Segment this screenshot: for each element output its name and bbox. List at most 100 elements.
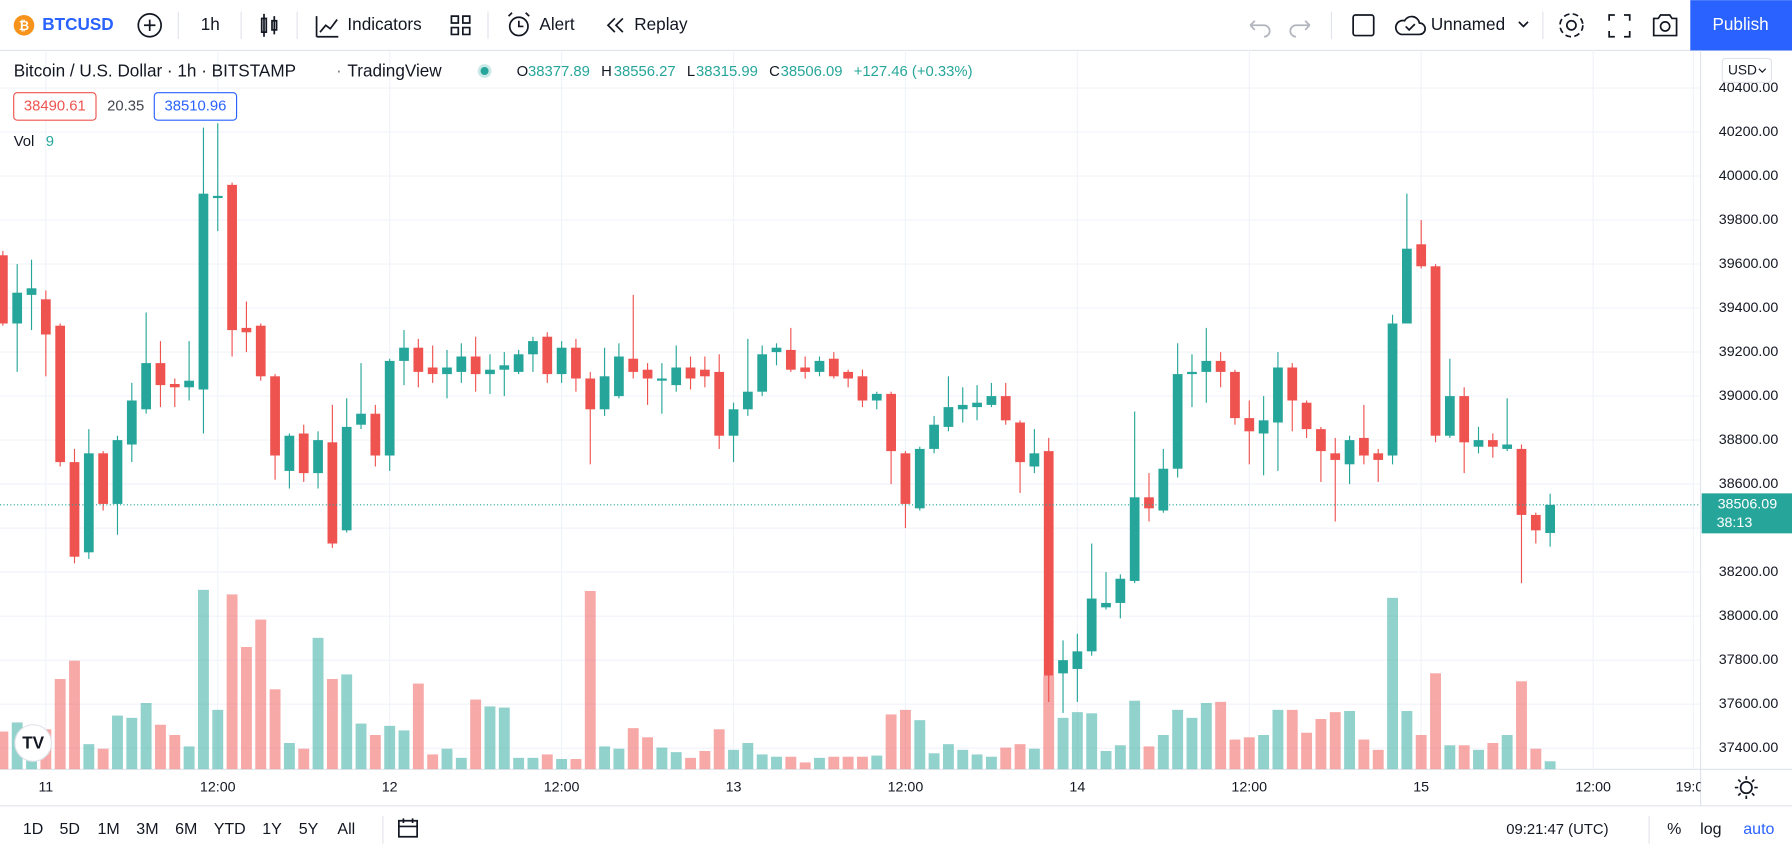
indicators-button[interactable]: Indicators	[347, 14, 421, 34]
volume-bar	[670, 752, 682, 770]
volume-bar	[627, 728, 639, 770]
candle-body	[399, 347, 409, 361]
legend-dot: ·	[336, 61, 342, 81]
layout-button[interactable]	[1352, 14, 1375, 37]
volume-bar	[1100, 751, 1112, 770]
candle-body	[356, 413, 366, 425]
volume-bar	[713, 729, 725, 770]
templates-button[interactable]	[450, 15, 471, 36]
symbol-button[interactable]: BTCUSD	[42, 14, 113, 34]
buy-box[interactable]	[153, 92, 238, 121]
volume-bar	[0, 731, 9, 770]
range-button[interactable]: 1Y	[262, 821, 282, 838]
volume-bar	[384, 725, 396, 770]
candle-body	[871, 393, 882, 401]
publish-button-bg[interactable]	[1690, 0, 1792, 51]
candle-body	[1344, 440, 1355, 465]
volume-bar	[126, 717, 138, 770]
volume-label: Vol	[14, 134, 35, 150]
volume-bar	[455, 757, 467, 770]
candle-body	[1000, 396, 1011, 421]
publish-button[interactable]: Publish	[1712, 14, 1768, 34]
volume-bar	[1315, 719, 1327, 770]
candle-body	[155, 363, 166, 386]
volume-bar	[1200, 703, 1212, 770]
y-tick-label: 37400.00	[1719, 740, 1779, 756]
candle-body	[728, 409, 739, 436]
y-tick-label: 38800.00	[1719, 432, 1779, 448]
bid-price[interactable]: 38490.61	[24, 98, 86, 114]
close-label: C	[769, 64, 780, 80]
tv-logo[interactable]	[14, 724, 52, 762]
volume-bar	[971, 754, 983, 770]
volume-bar	[1000, 747, 1012, 770]
clock: 09:21:47 (UTC)	[1506, 822, 1608, 838]
volume-bar	[470, 699, 482, 770]
replay-button[interactable]: Replay	[634, 14, 688, 34]
volume-bar	[1186, 717, 1198, 770]
axis-settings[interactable]	[1739, 780, 1753, 795]
candle-body	[986, 396, 997, 405]
candle-body	[657, 378, 667, 381]
auto-button[interactable]: auto	[1743, 821, 1774, 838]
undo-button[interactable]	[1249, 20, 1271, 38]
y-tick-label: 38600.00	[1719, 476, 1779, 492]
range-button[interactable]: 5Y	[299, 821, 319, 838]
candle-body	[828, 358, 839, 377]
candle-body	[757, 354, 768, 392]
range-button[interactable]: All	[337, 821, 355, 838]
candle-body	[1187, 371, 1197, 375]
snapshot-button[interactable]	[1652, 14, 1678, 37]
candle-body	[1215, 360, 1226, 372]
ask-price[interactable]: 38510.96	[164, 98, 226, 114]
volume-bar	[112, 715, 123, 770]
volume-bar	[441, 748, 453, 770]
candle-body	[843, 371, 854, 379]
fullscreen-button[interactable]	[1608, 14, 1631, 38]
alert-button[interactable]: Alert	[539, 14, 574, 34]
candle-body	[313, 440, 323, 474]
volume-bar	[484, 706, 496, 770]
compare-button[interactable]	[137, 13, 162, 38]
settings-gear	[1559, 13, 1584, 38]
layout-name-button[interactable]: Unnamed	[1431, 14, 1505, 34]
candle-body	[943, 407, 954, 427]
range-button[interactable]: 3M	[136, 821, 158, 838]
volume-bar	[1286, 709, 1298, 770]
volume-bar	[1301, 732, 1313, 770]
volume-bar	[1243, 737, 1255, 770]
candle-body	[742, 391, 753, 410]
candle-body	[255, 325, 266, 377]
settings-button[interactable]	[1566, 19, 1577, 31]
volume-bar	[785, 756, 797, 770]
log-button[interactable]: log	[1700, 821, 1721, 838]
range-button[interactable]: YTD	[214, 821, 246, 838]
candle-body	[814, 360, 825, 372]
volume-bar	[1473, 749, 1484, 770]
x-tick-label: 11	[38, 779, 53, 795]
x-tick-label: 13	[726, 779, 742, 795]
goto-date-button[interactable]	[398, 818, 418, 838]
volume-bar	[183, 746, 195, 770]
range-button[interactable]: 1D	[23, 821, 43, 838]
sell-box[interactable]	[13, 92, 97, 121]
range-button[interactable]: 1M	[97, 821, 119, 838]
candle-body	[1459, 396, 1470, 443]
candle-body	[972, 402, 982, 408]
candle-body	[1301, 402, 1312, 430]
chart-type-button[interactable]	[260, 13, 278, 37]
volume-bar	[1415, 735, 1427, 770]
currency-button[interactable]	[1721, 57, 1772, 83]
currency[interactable]: USD	[1728, 63, 1757, 78]
interval-button[interactable]: 1h	[201, 14, 220, 34]
volume-bar	[1344, 711, 1356, 770]
volume-bar	[1487, 743, 1499, 770]
range-button[interactable]: 5D	[59, 821, 79, 838]
candle-body	[1230, 371, 1240, 419]
percent-button[interactable]: %	[1667, 821, 1681, 838]
volume-bar	[1129, 700, 1141, 770]
volume-bar	[412, 683, 424, 770]
range-button[interactable]: 6M	[175, 821, 197, 838]
redo-button[interactable]	[1289, 20, 1311, 38]
candle-body	[1444, 396, 1455, 436]
